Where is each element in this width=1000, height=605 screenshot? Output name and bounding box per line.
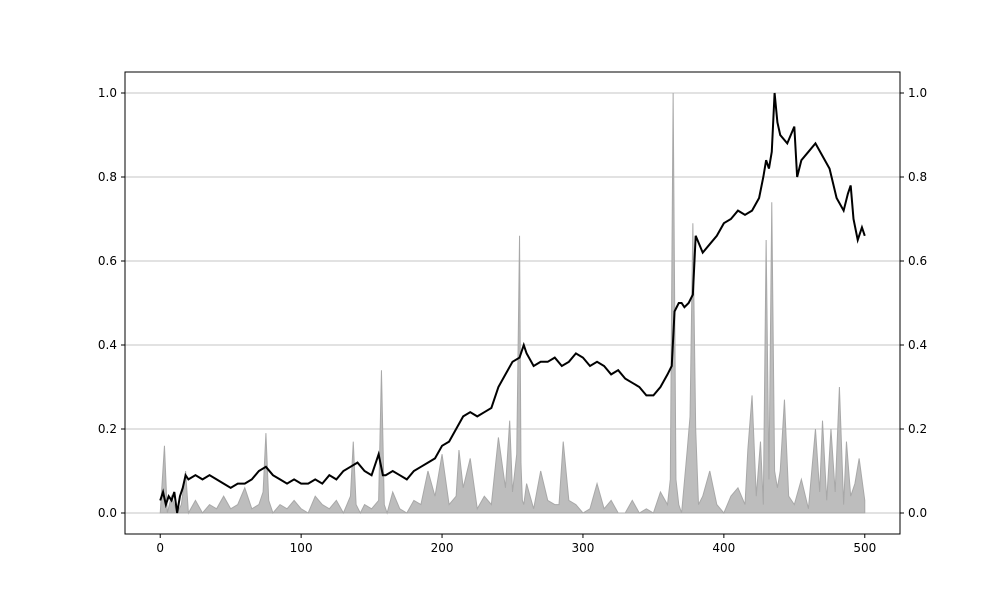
y-tick-label-5: 1.0 <box>98 86 117 100</box>
area-series <box>159 92 866 515</box>
x-tick-label-3: 300 <box>572 541 595 555</box>
y-tick-label-3: 0.6 <box>98 254 117 268</box>
x-tick-label-4: 400 <box>712 541 735 555</box>
right-y-tick-label-2: 0.4 <box>908 338 927 352</box>
x-tick-label-1: 100 <box>290 541 313 555</box>
right-y-tick-label-0: 0.0 <box>908 506 927 520</box>
right-y-tick-label-5: 1.0 <box>908 86 927 100</box>
x-tick-label-5: 500 <box>853 541 876 555</box>
x-tick-label-2: 200 <box>431 541 454 555</box>
line-series <box>159 92 866 514</box>
right-y-tick-label-4: 0.8 <box>908 170 927 184</box>
right-y-tick-label-3: 0.6 <box>908 254 927 268</box>
line-series-layer <box>159 92 866 514</box>
right-y-tick-label-1: 0.2 <box>908 422 927 436</box>
y-tick-label-4: 0.8 <box>98 170 117 184</box>
area-series-layer <box>159 92 866 515</box>
x-tick-label-0: 0 <box>156 541 164 555</box>
x-axis-ticks: 0 100 200 300 400 500 <box>156 534 876 555</box>
right-y-axis-ticks: 0.0 0.2 0.4 0.6 0.8 1.0 <box>900 86 927 520</box>
y-tick-label-2: 0.4 <box>98 338 117 352</box>
plot-frame <box>124 71 901 535</box>
y-tick-label-0: 0.0 <box>98 506 117 520</box>
y-tick-label-1: 0.2 <box>98 422 117 436</box>
left-y-axis-ticks: 0.0 0.2 0.4 0.6 0.8 1.0 <box>98 86 125 520</box>
